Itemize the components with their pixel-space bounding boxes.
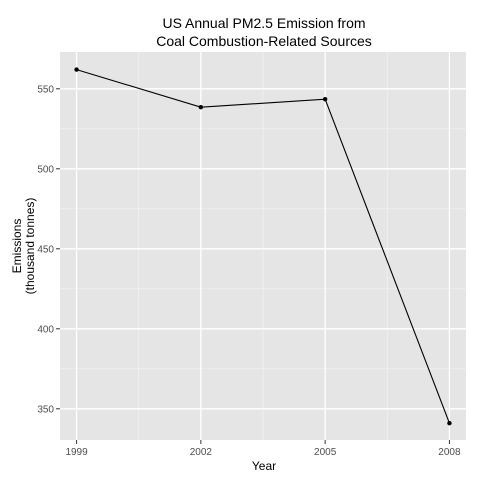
y-tick-label: 400 — [37, 324, 54, 335]
chart-title-line-2: Coal Combustion-Related Sources — [156, 33, 372, 49]
chart-title-line-1: US Annual PM2.5 Emission from — [162, 15, 365, 31]
x-tick-label: 2002 — [190, 447, 213, 458]
x-tick-labels: 1999 2002 2005 2008 — [65, 447, 461, 458]
grid-minor — [60, 52, 466, 440]
data-point — [74, 67, 79, 72]
data-point — [322, 97, 328, 102]
x-axis-title: Year — [252, 459, 276, 473]
axis-ticks — [56, 88, 450, 444]
y-tick-label: 450 — [37, 244, 54, 255]
y-axis-title-line-1: Emissions — [10, 219, 24, 274]
x-tick-label: 2008 — [438, 447, 461, 458]
y-axis-title-line-2: (thousand tonnes) — [23, 198, 37, 295]
y-tick-label: 500 — [37, 164, 54, 175]
series-line-group — [74, 67, 452, 426]
x-tick-label: 1999 — [65, 447, 88, 458]
y-tick-label: 550 — [37, 84, 54, 95]
y-tick-labels: 350 400 450 500 550 — [37, 84, 54, 415]
data-point — [198, 105, 204, 110]
data-point — [447, 421, 452, 426]
x-tick-label: 2005 — [314, 447, 337, 458]
series-line — [76, 69, 450, 424]
y-tick-label: 350 — [37, 404, 54, 415]
grid-major — [60, 52, 466, 440]
